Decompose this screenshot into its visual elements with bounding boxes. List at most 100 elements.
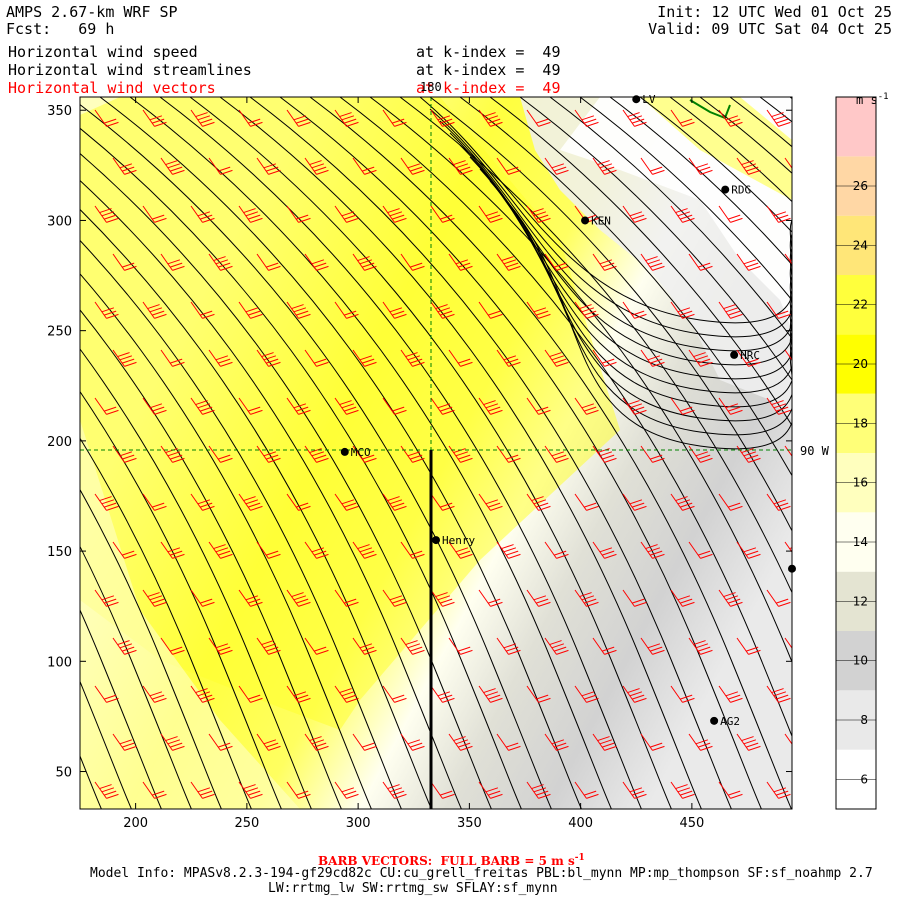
wind-barb-flag: [488, 214, 501, 220]
wind-barb-flag: [460, 745, 473, 751]
wind-barb-flag: [586, 793, 599, 799]
wind-barb-shaft: [592, 349, 605, 367]
wind-barb-flag: [490, 793, 503, 799]
wind-barb-flag: [394, 793, 407, 799]
wind-barb-flag: [314, 358, 327, 364]
wind-barb-flag: [776, 598, 789, 604]
wind-barb-flag: [172, 457, 185, 463]
wind-barb-shaft: [334, 685, 347, 703]
wind-barb-flag: [453, 160, 466, 166]
wind-barb-shaft: [592, 541, 605, 559]
wind-barb-flag: [293, 691, 307, 697]
wind-barb-flag: [266, 166, 279, 172]
wind-barb-flag: [437, 691, 451, 697]
wind-barb-flag: [682, 121, 695, 127]
wind-barb-flag: [200, 310, 213, 316]
wind-barb-flag: [506, 358, 519, 364]
wind-barb-flag: [154, 793, 167, 799]
wind-barb-flag: [773, 691, 787, 697]
wind-barb-flag: [728, 310, 741, 316]
wind-barb-shaft: [736, 445, 749, 463]
wind-barb-flag: [250, 121, 263, 127]
wind-barb-flag: [677, 307, 691, 313]
wind-barb-shaft: [448, 253, 461, 271]
wind-barb-flag: [364, 265, 377, 271]
wind-barb-flag: [250, 217, 263, 223]
wind-barb-flag: [771, 112, 784, 118]
wind-barb-shaft: [94, 301, 107, 319]
wind-barb-shaft: [142, 301, 155, 319]
wind-barb-flag: [682, 697, 695, 703]
wind-barb-flag: [117, 352, 130, 358]
wind-barb-shaft: [688, 253, 701, 271]
wind-barb-flag: [700, 649, 713, 655]
wind-barb-flag: [458, 550, 471, 556]
wind-barb-flag: [154, 601, 167, 607]
colorbar: 26 24 22 20 18 16 14 12 10 8 6: [835, 96, 877, 810]
wind-barb-flag: [604, 649, 617, 655]
wind-barb-flag: [218, 262, 231, 268]
wind-barb-shaft: [478, 109, 491, 127]
wind-barb-shaft: [430, 397, 443, 415]
wind-barb-shaft: [784, 157, 792, 169]
wind-barb-flag: [506, 646, 519, 652]
wind-barb-flag: [791, 647, 792, 649]
wind-barb-shaft: [496, 349, 509, 367]
wind-barb-flag: [677, 499, 691, 505]
wind-barb-flag: [243, 208, 256, 214]
wind-barb-flag: [291, 304, 304, 310]
wind-barb-flag: [680, 694, 693, 700]
wind-barb-shaft: [430, 493, 443, 511]
wind-barb-flag: [440, 406, 453, 412]
wind-barb-flag: [291, 592, 304, 598]
wind-barb-shaft: [352, 157, 365, 175]
wind-barb-shaft: [640, 637, 653, 655]
wind-barb-flag: [773, 115, 787, 121]
streamline: [80, 390, 282, 809]
wind-barb-flag: [556, 649, 569, 655]
wind-barb-flag: [154, 121, 167, 127]
wind-barb-shaft: [784, 445, 792, 457]
wind-barb-flag: [248, 310, 261, 316]
wind-barb-flag: [743, 259, 757, 265]
wind-barb-flag: [791, 551, 792, 553]
wind-barb-flag: [634, 793, 647, 799]
wind-barb-flag: [346, 505, 359, 511]
x-tick-label: 350: [457, 816, 482, 831]
wind-barb-flag: [410, 646, 423, 652]
wind-barb-flag: [362, 358, 375, 364]
wind-barb-flag: [389, 595, 403, 601]
wind-barb-flag: [602, 262, 615, 268]
wind-barb-shaft: [304, 445, 317, 463]
wind-barb-flag: [536, 406, 549, 412]
init-time: Init: 12 UTC Wed 01 Oct 25: [657, 3, 892, 21]
wind-barb-flag: [629, 787, 643, 793]
wind-barb-flag: [458, 454, 471, 460]
wind-barb-shaft: [736, 253, 749, 271]
wind-barb-flag: [506, 550, 519, 556]
wind-barb-flag: [746, 454, 759, 460]
wind-barb-flag: [647, 643, 661, 649]
wind-barb-flag: [167, 451, 181, 457]
wind-barb-flag: [407, 355, 421, 361]
wind-barb-flag: [508, 457, 521, 463]
wind-barb-flag: [344, 598, 357, 604]
wind-barb-flag: [746, 358, 759, 364]
wind-barb-flag: [104, 790, 117, 796]
wind-barb-flag: [392, 694, 405, 700]
wind-barb-flag: [122, 358, 135, 364]
wind-barb-shaft: [544, 541, 557, 559]
wind-barb-flag: [675, 784, 688, 790]
field-name-streamlines: Horizontal wind streamlines: [8, 61, 252, 79]
wind-barb-shaft: [592, 157, 605, 175]
wind-barb-flag: [344, 790, 357, 796]
wind-barb-flag: [195, 688, 208, 694]
wind-barb-shaft: [94, 493, 107, 511]
wind-barb-shaft: [670, 493, 683, 511]
colorbar-label: 26: [853, 179, 868, 193]
wind-barb-flag: [538, 601, 551, 607]
wind-barb-shaft: [208, 637, 221, 655]
wind-barb-flag: [394, 505, 407, 511]
wind-barb-flag: [485, 115, 499, 121]
wind-barb-flag: [250, 313, 263, 319]
